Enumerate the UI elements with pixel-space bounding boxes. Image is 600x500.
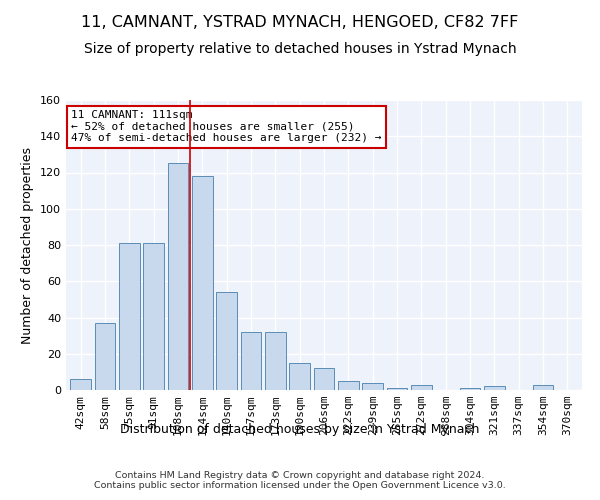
Bar [314,368,334,390]
Bar [70,379,91,390]
Bar [192,176,212,390]
Text: Size of property relative to detached houses in Ystrad Mynach: Size of property relative to detached ho… [83,42,517,56]
Bar [216,292,237,390]
Bar [95,323,115,390]
Bar [119,243,140,390]
Bar [241,332,262,390]
Bar [411,384,432,390]
Bar [167,164,188,390]
Text: Distribution of detached houses by size in Ystrad Mynach: Distribution of detached houses by size … [121,422,479,436]
Bar [362,383,383,390]
Bar [533,384,553,390]
Bar [143,243,164,390]
Text: 11 CAMNANT: 111sqm
← 52% of detached houses are smaller (255)
47% of semi-detach: 11 CAMNANT: 111sqm ← 52% of detached hou… [71,110,382,144]
Text: 11, CAMNANT, YSTRAD MYNACH, HENGOED, CF82 7FF: 11, CAMNANT, YSTRAD MYNACH, HENGOED, CF8… [82,15,518,30]
Bar [265,332,286,390]
Bar [386,388,407,390]
Y-axis label: Number of detached properties: Number of detached properties [22,146,34,344]
Bar [289,363,310,390]
Bar [460,388,481,390]
Bar [484,386,505,390]
Text: Contains HM Land Registry data © Crown copyright and database right 2024.
Contai: Contains HM Land Registry data © Crown c… [94,470,506,490]
Bar [338,381,359,390]
